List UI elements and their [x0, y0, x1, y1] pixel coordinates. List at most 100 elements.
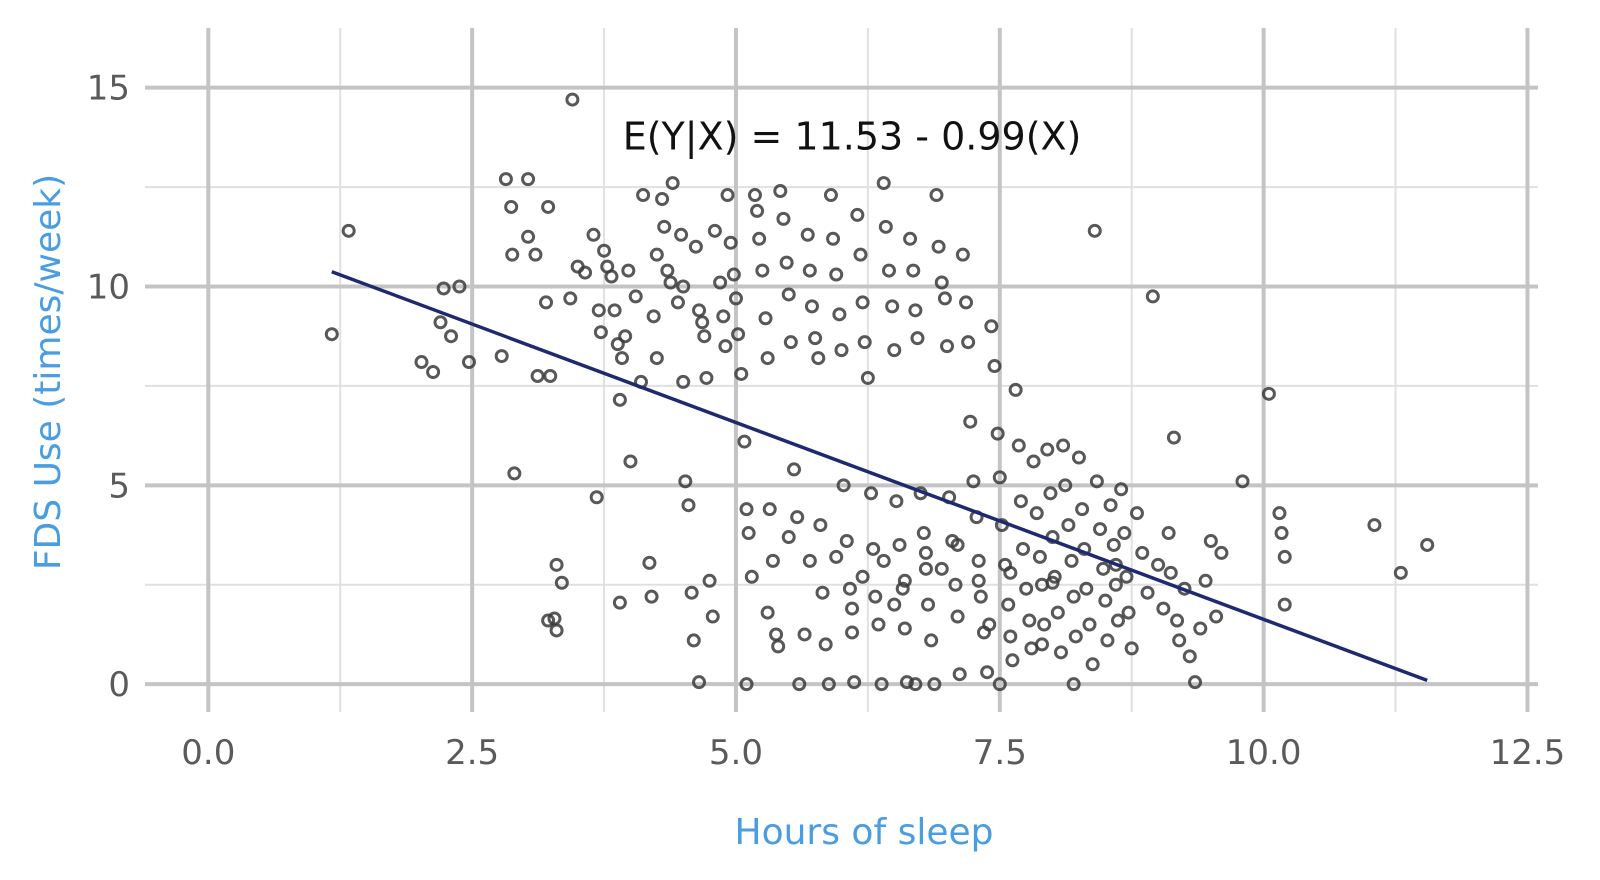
data-point: [1019, 581, 1034, 596]
data-point: [426, 364, 441, 379]
data-point: [436, 281, 451, 296]
data-point: [1071, 450, 1086, 465]
data-point: [607, 303, 622, 318]
data-point: [961, 335, 976, 350]
data-point: [832, 307, 847, 322]
data-point: [948, 577, 963, 592]
data-point: [1043, 486, 1058, 501]
data-point: [718, 339, 733, 354]
data-point: [887, 343, 902, 358]
data-point: [433, 315, 448, 330]
data-point: [1032, 549, 1047, 564]
y-axis-title: FDS Use (times/week): [28, 174, 69, 570]
data-point: [1035, 637, 1050, 652]
data-point: [966, 474, 981, 489]
data-point: [818, 637, 833, 652]
data-point: [655, 192, 670, 206]
data-point: [684, 585, 699, 600]
y-axis-ticks: 0 5 10 15: [87, 69, 130, 706]
data-point: [623, 454, 638, 469]
data-point: [593, 325, 608, 340]
data-point: [760, 605, 775, 620]
data-point: [563, 291, 578, 306]
data-point: [929, 188, 944, 203]
data-point: [797, 627, 812, 642]
data-point: [731, 327, 746, 342]
data-point: [874, 677, 889, 692]
data-point: [341, 223, 356, 238]
data-point: [604, 269, 619, 284]
data-point: [866, 541, 881, 556]
data-point: [543, 368, 558, 383]
data-point: [705, 609, 720, 624]
data-point: [1182, 649, 1197, 664]
data-point: [657, 219, 672, 234]
data-point: [1050, 605, 1065, 620]
data-point: [541, 199, 556, 214]
data-point: [530, 368, 545, 383]
data-point: [1087, 223, 1102, 238]
data-point: [1393, 565, 1408, 580]
data-point: [1054, 645, 1069, 660]
data-point: [1235, 474, 1250, 489]
data-point: [554, 575, 569, 590]
x-tick-label: 2.5: [445, 733, 499, 773]
data-point: [494, 349, 509, 364]
data-point: [1103, 498, 1118, 513]
data-point: [636, 188, 651, 203]
data-point: [980, 665, 995, 680]
y-tick-label: 10: [87, 267, 130, 307]
data-point: [324, 327, 339, 342]
data-point: [940, 339, 955, 354]
data-point: [1145, 289, 1160, 304]
data-point: [507, 466, 522, 481]
data-point: [1367, 518, 1382, 533]
data-point: [876, 553, 891, 568]
data-point: [578, 265, 593, 280]
data-point: [815, 585, 830, 600]
data-point: [702, 573, 717, 588]
data-point: [726, 267, 741, 282]
data-point: [800, 227, 815, 242]
data-point: [707, 223, 722, 238]
minor-gridlines: [145, 28, 1538, 712]
data-point: [971, 553, 986, 568]
data-point: [752, 231, 767, 246]
data-point: [963, 414, 978, 429]
data-point: [829, 549, 844, 564]
data-point: [864, 486, 879, 501]
data-point: [839, 534, 854, 548]
data-point: [1075, 502, 1090, 517]
x-tick-label: 12.5: [1490, 733, 1566, 773]
data-point: [1005, 653, 1020, 668]
data-point: [720, 188, 735, 203]
data-point: [842, 581, 857, 596]
data-point: [762, 502, 777, 517]
data-point: [821, 677, 836, 692]
data-point: [924, 633, 939, 648]
data-point: [1117, 526, 1132, 541]
data-point: [628, 289, 643, 304]
data-point: [836, 478, 851, 493]
data-point: [892, 537, 907, 552]
data-point: [1124, 641, 1139, 656]
data-point: [521, 229, 536, 244]
data-point: [461, 355, 476, 370]
data-point: [644, 589, 659, 604]
data-point: [990, 426, 1005, 441]
data-point: [984, 319, 999, 334]
data-point: [1163, 565, 1178, 580]
data-point: [765, 553, 780, 568]
data-point: [1089, 474, 1104, 489]
data-point: [665, 176, 680, 191]
data-point: [850, 207, 865, 222]
data-point: [808, 331, 823, 346]
data-point: [498, 172, 513, 187]
data-point: [916, 526, 931, 541]
data-point: [674, 227, 689, 242]
data-point: [589, 490, 604, 505]
x-tick-label: 7.5: [973, 733, 1027, 773]
x-axis-ticks: 0.0 2.5 5.0 7.5 10.0 12.5: [181, 733, 1565, 773]
data-point: [692, 675, 707, 690]
data-point: [937, 291, 952, 306]
